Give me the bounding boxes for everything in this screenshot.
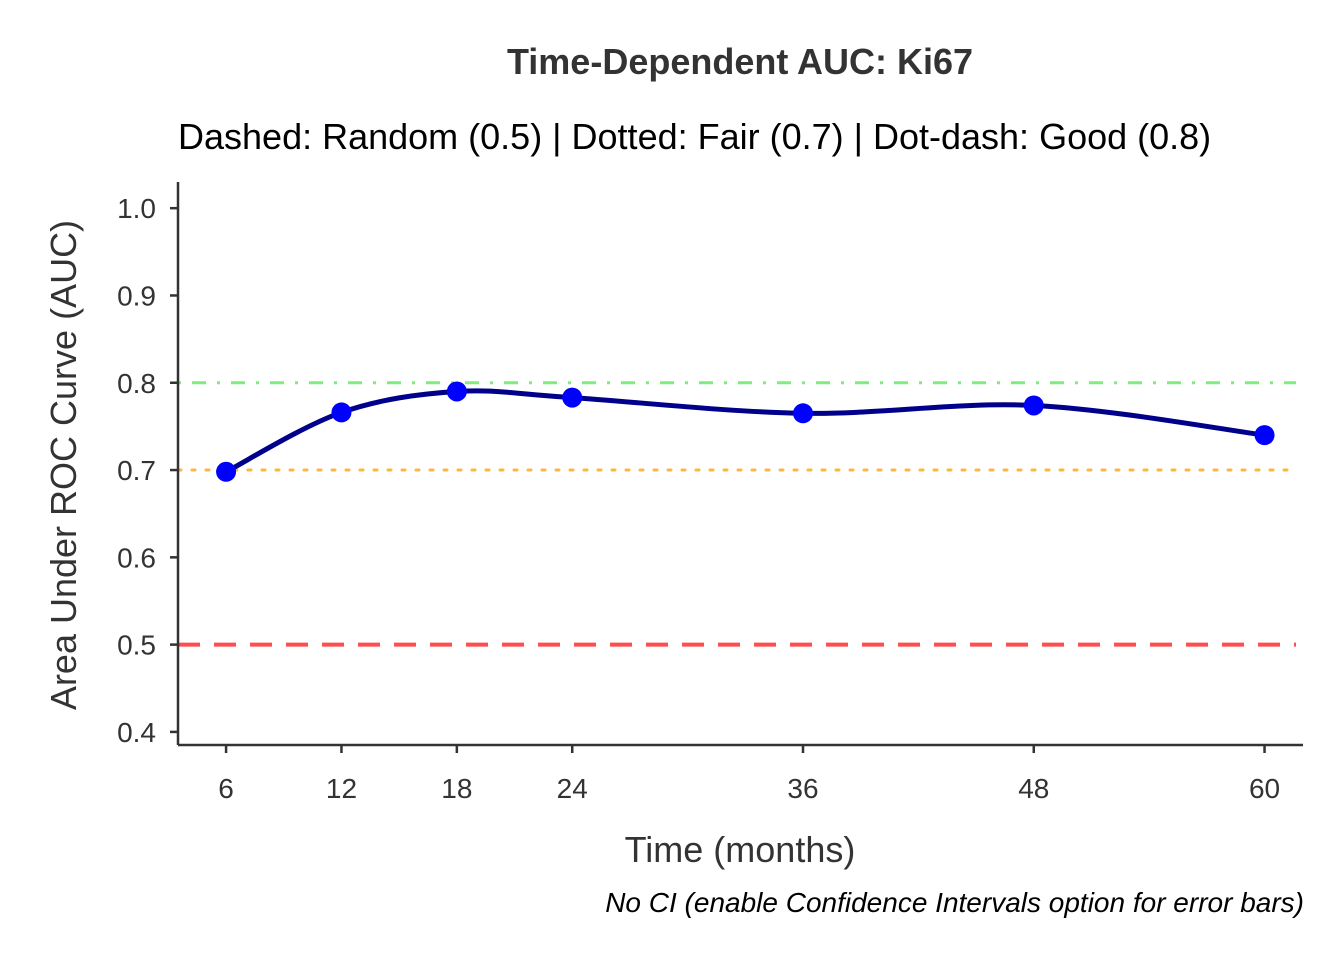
- data-point: [216, 461, 237, 482]
- x-axis: 6 12 18 24 36 48 60: [178, 743, 1303, 804]
- y-tick-label: 0.9: [117, 280, 156, 311]
- y-tick-label: 0.5: [117, 630, 156, 661]
- y-tick-label: 0.6: [117, 542, 156, 573]
- y-tick-label: 0.4: [117, 717, 156, 748]
- x-tick-label: 48: [1018, 773, 1049, 804]
- data-point: [1254, 425, 1275, 446]
- data-point: [331, 402, 352, 423]
- y-tick-label: 1.0: [117, 193, 156, 224]
- reference-lines: [176, 381, 1298, 647]
- x-tick-label: 18: [441, 773, 472, 804]
- y-tick-label: 0.8: [117, 368, 156, 399]
- data-point: [446, 381, 467, 402]
- x-tick-label: 36: [787, 773, 818, 804]
- data-point: [793, 403, 813, 424]
- data-point: [562, 387, 583, 408]
- auc-smoothed-line: [223, 388, 1268, 475]
- y-axis: 0.4 0.5 0.6 0.7 0.8 0.9 1.0: [117, 182, 180, 748]
- x-tick-label: 12: [326, 773, 357, 804]
- chart-subtitle: Dashed: Random (0.5) | Dotted: Fair (0.7…: [178, 116, 1211, 157]
- y-tick-label: 0.7: [117, 455, 156, 486]
- x-axis-title: Time (months): [625, 829, 856, 870]
- data-point: [1023, 395, 1044, 416]
- y-axis-title: Area Under ROC Curve (AUC): [43, 220, 84, 710]
- x-tick-label: 60: [1249, 773, 1280, 804]
- x-tick-label: 6: [218, 773, 234, 804]
- auc-points: [216, 381, 1275, 482]
- chart-title: Time-Dependent AUC: Ki67: [507, 41, 973, 82]
- chart-caption: No CI (enable Confidence Intervals optio…: [605, 887, 1304, 918]
- x-tick-label: 24: [557, 773, 588, 804]
